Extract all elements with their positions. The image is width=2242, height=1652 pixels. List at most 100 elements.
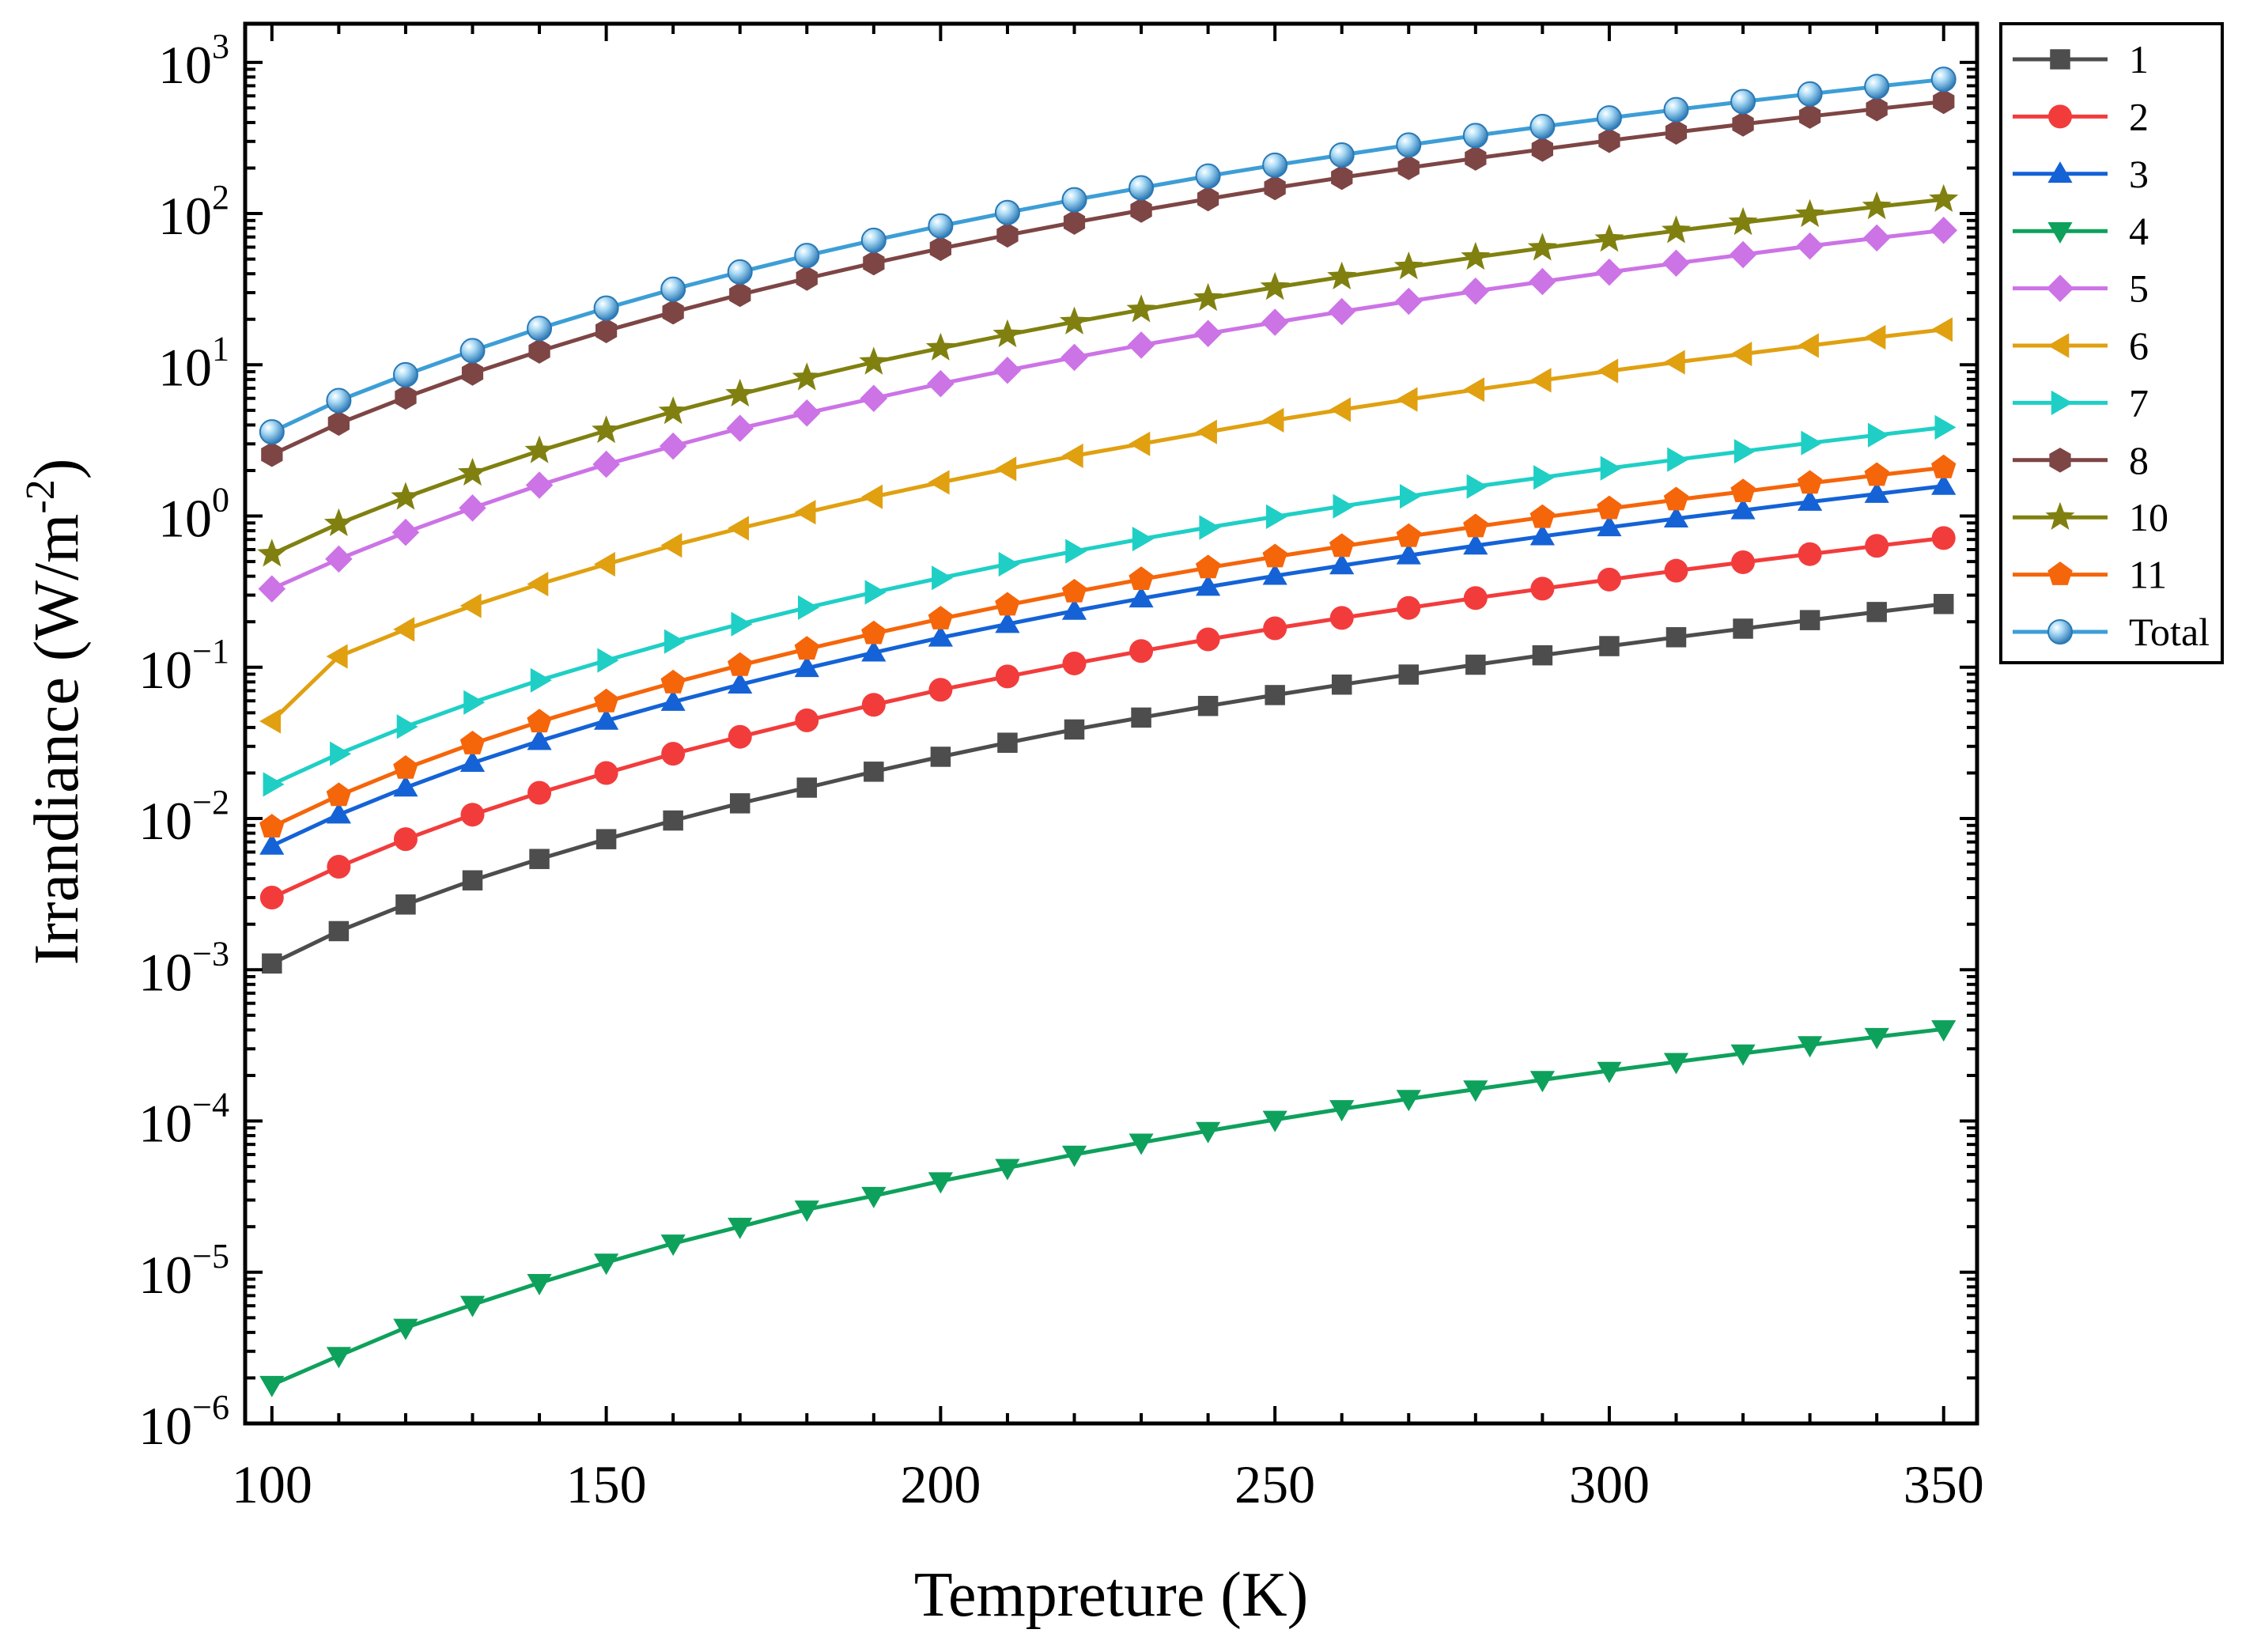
data-point-5-120 <box>391 518 420 546</box>
data-point-11-310 <box>1663 486 1689 511</box>
data-point-2-350 <box>1931 526 1956 550</box>
data-point-6-320 <box>1730 342 1752 367</box>
data-point-8-230 <box>1130 198 1152 223</box>
data-point-1-170 <box>729 793 750 814</box>
data-point-8-320 <box>1732 112 1754 137</box>
data-point-6-240 <box>1195 419 1217 444</box>
data-point-Total-350 <box>1930 66 1957 93</box>
data-point-2-280 <box>1463 586 1488 611</box>
y-axis-title-close: ) <box>22 459 92 480</box>
data-point-2-140 <box>527 781 552 805</box>
legend-label-1: 1 <box>2129 37 2149 81</box>
data-point-11-120 <box>393 755 418 779</box>
data-point-10-150 <box>592 415 622 444</box>
data-point-4-110 <box>326 1347 351 1369</box>
data-point-10-100 <box>257 539 287 567</box>
legend-marker-11 <box>2047 561 2073 585</box>
data-point-7-340 <box>1867 422 1889 448</box>
data-point-8-240 <box>1197 186 1219 212</box>
data-point-4-320 <box>1730 1044 1756 1066</box>
data-point-4-330 <box>1798 1036 1823 1058</box>
series-Total <box>259 66 1957 445</box>
x-tick-label: 100 <box>232 1454 312 1514</box>
data-point-8-210 <box>996 222 1019 248</box>
y-tick-exponent: 0 <box>212 481 229 520</box>
data-point-7-100 <box>263 772 285 797</box>
y-tick-base: 10 <box>138 640 192 700</box>
y-tick-exponent: −1 <box>192 632 229 671</box>
data-point-6-300 <box>1597 358 1619 384</box>
y-tick-base: 10 <box>158 35 212 95</box>
legend-marker-5 <box>2046 274 2074 302</box>
data-point-2-210 <box>995 664 1019 689</box>
data-point-10-110 <box>323 508 354 536</box>
data-point-11-210 <box>995 592 1020 616</box>
data-point-8-110 <box>327 410 350 437</box>
series-line-3 <box>270 484 1944 848</box>
data-point-3-100 <box>259 833 285 855</box>
y-tick-exponent: 3 <box>212 27 229 66</box>
data-point-6-270 <box>1396 387 1418 412</box>
data-point-8-350 <box>1933 89 1955 115</box>
data-point-8-200 <box>929 236 951 262</box>
data-point-2-270 <box>1397 595 1421 620</box>
data-point-8-280 <box>1465 146 1487 171</box>
data-point-3-240 <box>1196 574 1221 596</box>
legend-item-2: 2 <box>2013 94 2149 138</box>
data-point-1-100 <box>262 953 282 974</box>
data-point-Total-130 <box>459 338 486 364</box>
data-point-3-120 <box>393 775 418 797</box>
y-tick-label: 102 <box>158 178 229 246</box>
legend-item-8: 8 <box>2013 438 2149 482</box>
data-point-11-280 <box>1463 513 1488 538</box>
data-point-5-170 <box>726 414 754 442</box>
legend-item-6: 6 <box>2013 323 2149 368</box>
data-point-1-320 <box>1733 618 1753 639</box>
series-10 <box>257 183 1959 567</box>
data-point-3-270 <box>1396 542 1421 565</box>
data-point-3-230 <box>1129 586 1154 608</box>
data-point-4-290 <box>1529 1071 1555 1093</box>
legend-label-2: 2 <box>2129 94 2149 138</box>
data-point-2-260 <box>1329 606 1354 630</box>
data-point-2-320 <box>1731 550 1756 574</box>
data-point-2-290 <box>1530 576 1555 601</box>
y-tick-exponent: −2 <box>192 783 229 822</box>
data-point-3-320 <box>1730 497 1756 520</box>
data-point-8-180 <box>796 266 818 291</box>
data-point-1-240 <box>1197 695 1219 716</box>
data-point-7-210 <box>998 551 1020 577</box>
data-point-5-270 <box>1395 287 1423 316</box>
data-point-4-150 <box>594 1253 619 1276</box>
series-3 <box>259 473 1957 855</box>
data-point-8-330 <box>1799 104 1821 129</box>
data-point-5-200 <box>927 369 955 398</box>
data-point-6-210 <box>995 456 1017 482</box>
data-point-5-150 <box>592 450 620 478</box>
data-point-5-290 <box>1529 267 1556 296</box>
y-tick-exponent: −4 <box>192 1086 229 1125</box>
y-tick-base: 10 <box>138 1245 192 1305</box>
data-point-2-130 <box>460 803 485 827</box>
data-point-6-290 <box>1529 368 1552 393</box>
data-point-5-100 <box>258 575 286 603</box>
data-point-5-140 <box>525 471 554 499</box>
series-line-4 <box>270 1026 1944 1387</box>
legend-marker-4 <box>2047 222 2073 244</box>
data-point-5-220 <box>1061 343 1088 372</box>
y-tick-base: 10 <box>158 186 212 246</box>
data-point-8-290 <box>1531 137 1553 162</box>
data-point-2-300 <box>1597 567 1621 592</box>
y-tick-base: 10 <box>138 942 192 1002</box>
data-point-10-200 <box>925 332 955 361</box>
data-point-4-310 <box>1663 1053 1689 1075</box>
data-point-6-250 <box>1262 407 1284 433</box>
data-point-2-190 <box>861 693 886 717</box>
data-point-1-140 <box>529 849 550 869</box>
series-5 <box>258 217 1957 603</box>
data-point-6-230 <box>1129 431 1151 456</box>
data-point-10-280 <box>1461 241 1491 270</box>
legend-item-1: 1 <box>2013 37 2149 81</box>
data-point-2-310 <box>1664 558 1688 583</box>
